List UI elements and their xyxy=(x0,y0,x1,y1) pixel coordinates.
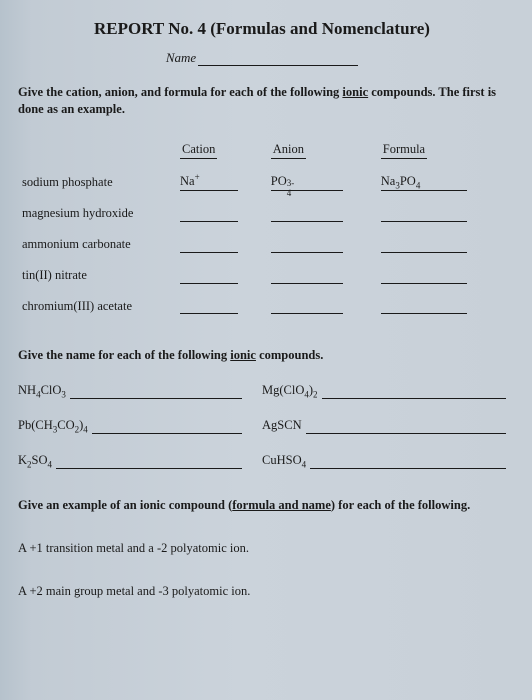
anion-cell[interactable]: PO3-4 xyxy=(271,173,343,191)
name-row: Pb(CH3CO2)4 AgSCN xyxy=(18,417,506,434)
instr2-und: ionic xyxy=(230,348,256,362)
instruction-1: Give the cation, anion, and formula for … xyxy=(18,84,506,118)
cation-cell[interactable] xyxy=(180,299,238,314)
compound-right: Mg(ClO4)2 xyxy=(262,382,318,399)
answer-blank[interactable] xyxy=(92,421,242,434)
table-row: tin(II) nitrate xyxy=(18,262,506,293)
table-row: magnesium hydroxide xyxy=(18,200,506,231)
cation-cell[interactable] xyxy=(180,269,238,284)
col-anion: Anion xyxy=(267,136,377,168)
name-row: NH4ClO3 Mg(ClO4)2 xyxy=(18,382,506,399)
formula-cell[interactable] xyxy=(381,207,467,222)
instr3-a: Give an example of an ionic compound ( xyxy=(18,498,232,512)
report-title: REPORT No. 4 (Formulas and Nomenclature) xyxy=(18,18,506,41)
worksheet-page: REPORT No. 4 (Formulas and Nomenclature)… xyxy=(0,0,532,700)
anion-cell[interactable] xyxy=(271,299,343,314)
cation-cell[interactable]: Na+ xyxy=(180,173,238,191)
table-row: sodium phosphate Na+ PO3-4 Na3PO4 xyxy=(18,168,506,200)
anion-cell[interactable] xyxy=(271,238,343,253)
name-line: Name xyxy=(18,49,506,67)
compound-name: magnesium hydroxide xyxy=(18,200,176,231)
formula-cell[interactable] xyxy=(381,299,467,314)
instr2-a: Give the name for each of the following xyxy=(18,348,230,362)
answer-blank[interactable] xyxy=(56,456,242,469)
table-row: ammonium carbonate xyxy=(18,231,506,262)
name-blank[interactable] xyxy=(198,53,358,66)
question-1: A +1 transition metal and a -2 polyatomi… xyxy=(18,540,506,557)
instruction-3: Give an example of an ionic compound (fo… xyxy=(18,497,506,514)
anion-cell[interactable] xyxy=(271,269,343,284)
col-cation: Cation xyxy=(176,136,267,168)
instr3-b: ) for each of the following. xyxy=(331,498,470,512)
answer-blank[interactable] xyxy=(322,386,506,399)
answer-blank[interactable] xyxy=(310,456,506,469)
col-formula: Formula xyxy=(377,136,506,168)
ionic-table: Cation Anion Formula sodium phosphate Na… xyxy=(18,136,506,323)
formula-cell[interactable] xyxy=(381,238,467,253)
name-row: K2SO4 CuHSO4 xyxy=(18,452,506,469)
question-2: A +2 main group metal and -3 polyatomic … xyxy=(18,583,506,600)
compound-left: NH4ClO3 xyxy=(18,382,66,399)
instr2-b: compounds. xyxy=(256,348,323,362)
answer-blank[interactable] xyxy=(306,421,506,434)
compound-left: K2SO4 xyxy=(18,452,52,469)
compound-name: chromium(III) acetate xyxy=(18,293,176,324)
name-label: Name xyxy=(166,50,196,65)
compound-name: ammonium carbonate xyxy=(18,231,176,262)
instruction-2: Give the name for each of the following … xyxy=(18,347,506,364)
instr1-und: ionic xyxy=(342,85,368,99)
compound-name: sodium phosphate xyxy=(18,168,176,200)
instr1-a: Give the cation, anion, and formula for … xyxy=(18,85,342,99)
cation-cell[interactable] xyxy=(180,238,238,253)
compound-name: tin(II) nitrate xyxy=(18,262,176,293)
compound-right: CuHSO4 xyxy=(262,452,306,469)
compound-right: AgSCN xyxy=(262,417,302,434)
table-row: chromium(III) acetate xyxy=(18,293,506,324)
instr3-und: formula and name xyxy=(232,498,331,512)
answer-blank[interactable] xyxy=(70,386,242,399)
formula-cell[interactable] xyxy=(381,269,467,284)
anion-cell[interactable] xyxy=(271,207,343,222)
cation-cell[interactable] xyxy=(180,207,238,222)
formula-cell[interactable]: Na3PO4 xyxy=(381,173,467,191)
compound-left: Pb(CH3CO2)4 xyxy=(18,417,88,434)
